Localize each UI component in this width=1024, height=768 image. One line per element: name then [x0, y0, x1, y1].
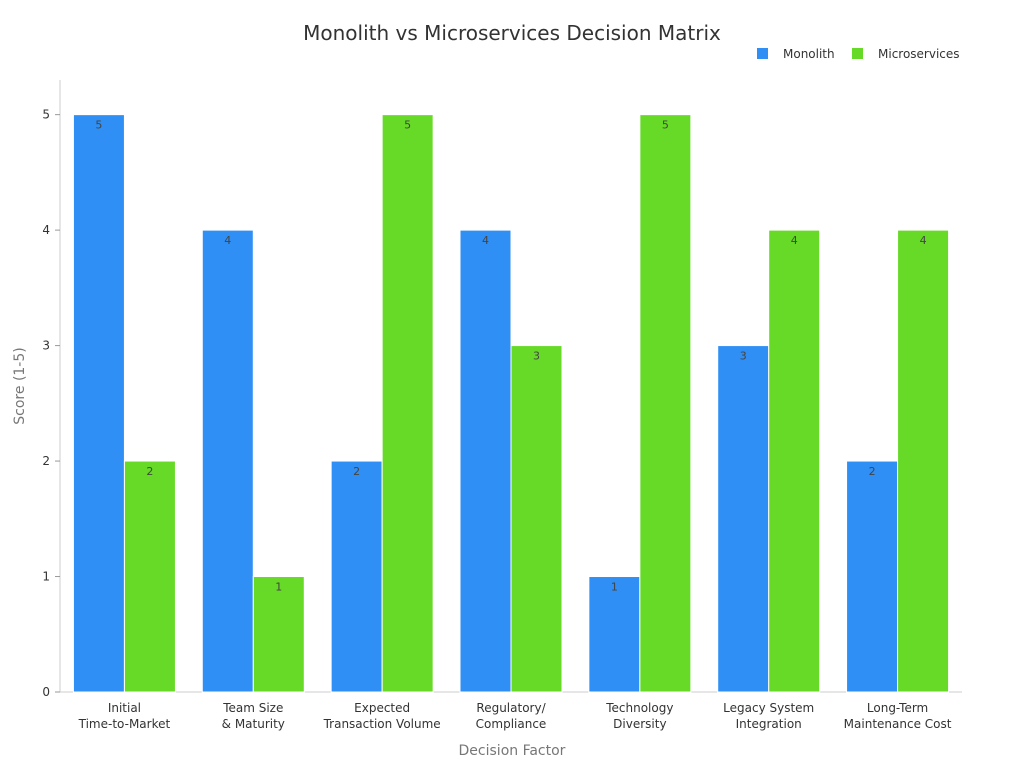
y-tick-label: 2 — [42, 454, 50, 468]
y-tick-label: 3 — [42, 339, 50, 353]
bar-data-label: 4 — [482, 234, 489, 247]
bar-data-label: 4 — [224, 234, 231, 247]
x-tick-label-line: Initial — [108, 701, 141, 715]
bar-microservices — [123, 460, 176, 693]
x-tick-label-line: Regulatory/ — [476, 701, 546, 715]
bar-data-label: 3 — [533, 350, 540, 363]
bar-microservices — [768, 229, 821, 693]
bar-microservices — [639, 114, 692, 693]
chart-title: Monolith vs Microservices Decision Matri… — [303, 21, 721, 45]
bar-data-label: 4 — [920, 234, 927, 247]
bar-data-label: 2 — [869, 465, 876, 478]
bar-monolith — [201, 229, 254, 693]
x-tick-label-line: Team Size — [222, 701, 283, 715]
bar-data-label: 4 — [791, 234, 798, 247]
x-tick-label: Expected Transaction Volume — [323, 701, 441, 731]
bar-microservices — [252, 576, 305, 693]
y-tick-label: 5 — [42, 108, 50, 122]
x-tick-label-line: Integration — [736, 717, 802, 731]
bar-data-label: 5 — [404, 119, 411, 132]
bar-data-label: 1 — [275, 581, 282, 594]
legend-label-monolith: Monolith — [783, 47, 835, 61]
legend-swatch-monolith — [757, 48, 768, 59]
x-tick-labels: Initial Time-to-Market Team Size & Maturity… — [78, 701, 952, 731]
bar-data-label: 2 — [146, 465, 153, 478]
x-tick-label-line: Diversity — [613, 717, 666, 731]
x-tick-label: Team Size & Maturity — [222, 701, 285, 731]
x-tick-label-line: Legacy System — [723, 701, 814, 715]
x-tick-label-line: Expected — [354, 701, 410, 715]
bar-data-label: 3 — [740, 350, 747, 363]
y-tick-label: 1 — [42, 570, 50, 584]
y-axis-title: Score (1-5) — [12, 347, 28, 424]
bar-microservices — [381, 114, 434, 693]
bar-monolith — [330, 460, 383, 693]
y-tick-label: 4 — [42, 223, 50, 237]
bar-data-label: 1 — [611, 581, 618, 594]
bar-monolith — [846, 460, 899, 693]
x-tick-label: Legacy System Integration — [723, 701, 814, 731]
legend: Monolith Microservices — [757, 47, 960, 61]
x-tick-label-line: Technology — [605, 701, 673, 715]
x-tick-label-line: Long-Term — [867, 701, 928, 715]
x-tick-label: Long-Term Maintenance Cost — [844, 701, 952, 731]
legend-label-microservices: Microservices — [878, 47, 960, 61]
bar-microservices — [897, 229, 950, 693]
x-tick-label-line: Maintenance Cost — [844, 717, 952, 731]
x-tick-label: Technology Diversity — [605, 701, 673, 731]
bar-monolith — [72, 114, 125, 693]
bars: 5 2 4 1 2 5 4 3 1 5 3 4 2 4 — [72, 114, 950, 693]
x-tick-label-line: Time-to-Market — [78, 717, 171, 731]
bar-monolith — [717, 345, 770, 693]
bar-microservices — [510, 345, 563, 693]
bar-data-label: 2 — [353, 465, 360, 478]
x-tick-label: Initial Time-to-Market — [78, 701, 171, 731]
bar-data-label: 5 — [662, 119, 669, 132]
x-tick-label: Regulatory/Compliance — [476, 701, 547, 731]
x-axis-title: Decision Factor — [459, 743, 566, 759]
bar-data-label: 5 — [95, 119, 102, 132]
x-tick-label-line: & Maturity — [222, 717, 285, 731]
y-tick-label: 0 — [42, 685, 50, 699]
bar-monolith — [588, 576, 641, 693]
legend-swatch-microservices — [852, 48, 863, 59]
x-tick-label-line: Transaction Volume — [323, 717, 441, 731]
x-tick-label-line: Compliance — [476, 717, 547, 731]
bar-monolith — [459, 229, 512, 693]
